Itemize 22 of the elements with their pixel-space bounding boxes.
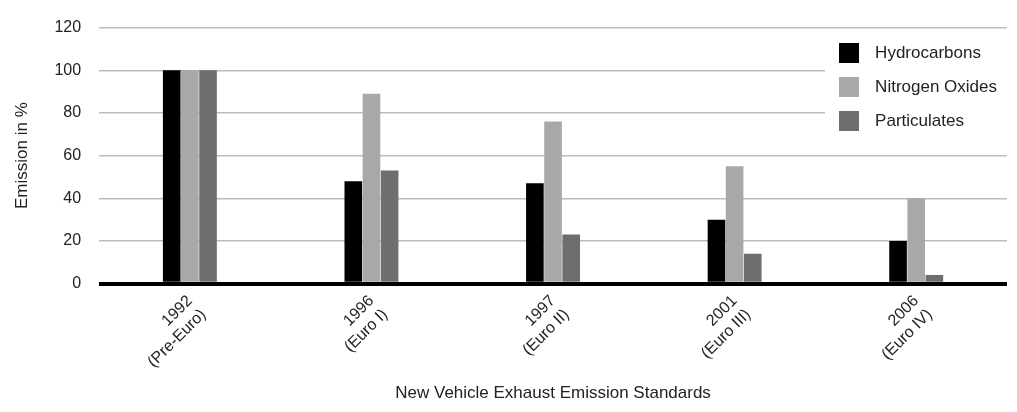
y-tick-label: 20 [63, 231, 82, 249]
bar [380, 170, 399, 282]
bar [925, 275, 944, 282]
y-tick-label: 100 [54, 60, 82, 78]
bar [544, 121, 562, 282]
bar [181, 70, 199, 282]
x-axis-title: New Vehicle Exhaust Emission Standards [395, 383, 711, 403]
y-tick-label: 120 [54, 18, 82, 36]
y-tick-label: 40 [63, 188, 82, 206]
legend-label: Particulates [875, 110, 964, 131]
bar [562, 234, 581, 282]
bar [907, 198, 926, 282]
y-tick-label: 80 [63, 103, 82, 121]
legend-label: Nitrogen Oxides [875, 76, 997, 97]
bar [743, 253, 762, 282]
bar [725, 166, 744, 282]
bar [199, 70, 217, 282]
y-tick-label: 60 [63, 146, 82, 164]
y-tick-label: 0 [72, 274, 82, 292]
legend-label: Hydrocarbons [875, 42, 981, 63]
y-axis-title: Emission in % [11, 102, 31, 209]
bar [362, 93, 381, 282]
